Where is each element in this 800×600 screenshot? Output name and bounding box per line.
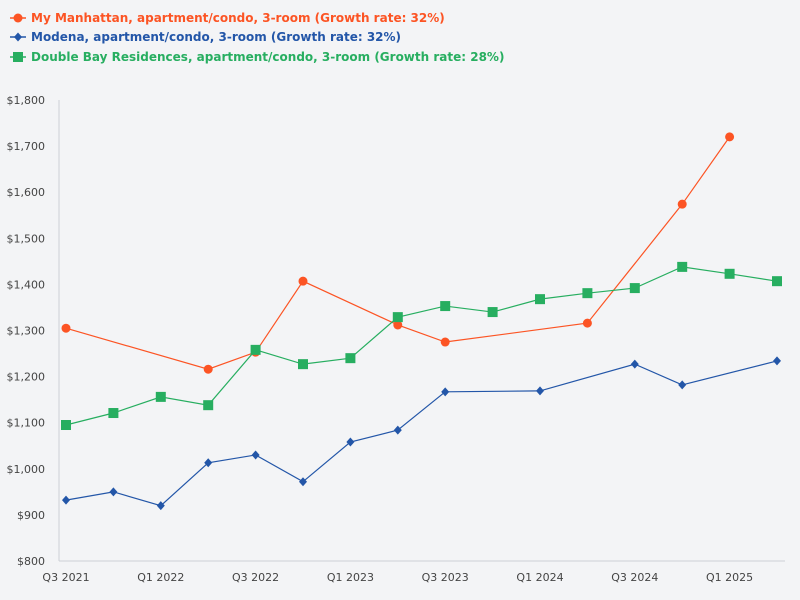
data-point[interactable] bbox=[487, 307, 498, 318]
x-tick-label: Q3 2023 bbox=[422, 571, 469, 584]
x-tick-label: Q3 2022 bbox=[232, 571, 279, 584]
y-tick-label: $1,200 bbox=[7, 371, 46, 384]
legend-marker bbox=[13, 13, 23, 23]
data-point[interactable] bbox=[677, 261, 688, 272]
legend: My Manhattan, apartment/condo, 3-room (G… bbox=[10, 8, 504, 67]
data-point[interactable] bbox=[298, 359, 308, 370]
data-point[interactable] bbox=[392, 312, 403, 323]
legend-marker bbox=[14, 32, 22, 42]
legend-label: Modena, apartment/condo, 3-room (Growth … bbox=[31, 30, 402, 45]
x-tick-label: Q1 2023 bbox=[327, 571, 374, 584]
y-tick-label: $1,700 bbox=[7, 140, 46, 153]
data-point[interactable] bbox=[203, 364, 213, 374]
data-point[interactable] bbox=[62, 495, 70, 505]
y-tick-label: $900 bbox=[17, 509, 45, 522]
data-point[interactable] bbox=[298, 276, 308, 286]
data-point[interactable] bbox=[773, 356, 781, 366]
data-point[interactable] bbox=[250, 344, 261, 355]
data-point[interactable] bbox=[772, 276, 782, 287]
y-tick-label: $800 bbox=[17, 555, 45, 568]
legend-marker bbox=[13, 51, 23, 62]
legend-item[interactable]: Modena, apartment/condo, 3-room (Growth … bbox=[10, 28, 504, 48]
data-point[interactable] bbox=[108, 408, 119, 419]
y-tick-label: $1,500 bbox=[7, 232, 46, 245]
data-point[interactable] bbox=[440, 301, 451, 312]
data-point[interactable] bbox=[440, 337, 450, 347]
series-2 bbox=[61, 261, 782, 431]
series-1 bbox=[62, 356, 781, 511]
data-point[interactable] bbox=[582, 318, 592, 328]
data-point[interactable] bbox=[109, 487, 118, 497]
legend-item[interactable]: My Manhattan, apartment/condo, 3-room (G… bbox=[10, 8, 504, 28]
x-tick-label: Q3 2024 bbox=[611, 571, 658, 584]
data-point[interactable] bbox=[725, 132, 735, 142]
data-point[interactable] bbox=[61, 420, 71, 431]
x-tick-label: Q3 2021 bbox=[42, 571, 89, 584]
y-tick-label: $1,400 bbox=[7, 278, 46, 291]
circle-marker-icon bbox=[10, 13, 26, 23]
data-point[interactable] bbox=[535, 294, 545, 305]
series-line bbox=[65, 360, 778, 507]
data-point[interactable] bbox=[724, 268, 735, 279]
series-line bbox=[65, 266, 778, 426]
data-point[interactable] bbox=[251, 450, 260, 460]
data-point[interactable] bbox=[61, 323, 71, 333]
y-tick-label: $1,100 bbox=[7, 417, 46, 430]
data-point[interactable] bbox=[582, 288, 593, 299]
legend-label: Double Bay Residences, apartment/condo, … bbox=[31, 49, 505, 64]
series-0 bbox=[61, 132, 735, 374]
data-point[interactable] bbox=[630, 359, 639, 369]
data-point[interactable] bbox=[677, 199, 687, 209]
data-point[interactable] bbox=[441, 387, 450, 397]
data-point[interactable] bbox=[204, 458, 213, 468]
legend-label: My Manhattan, apartment/condo, 3-room (G… bbox=[31, 10, 445, 25]
x-tick-label: Q1 2024 bbox=[516, 571, 563, 584]
data-point[interactable] bbox=[393, 425, 402, 435]
data-point[interactable] bbox=[203, 400, 214, 411]
y-tick-label: $1,800 bbox=[7, 94, 46, 107]
data-point[interactable] bbox=[156, 501, 165, 511]
x-tick-label: Q1 2025 bbox=[706, 571, 753, 584]
data-point[interactable] bbox=[536, 386, 544, 396]
legend-item[interactable]: Double Bay Residences, apartment/condo, … bbox=[10, 47, 504, 67]
series-line bbox=[65, 136, 731, 370]
square-marker-icon bbox=[10, 51, 26, 62]
data-point[interactable] bbox=[345, 353, 356, 364]
data-point[interactable] bbox=[678, 380, 687, 390]
x-tick-label: Q1 2022 bbox=[137, 571, 184, 584]
diamond-marker-icon bbox=[10, 32, 26, 42]
y-tick-label: $1,600 bbox=[7, 186, 46, 199]
data-point[interactable] bbox=[155, 391, 166, 402]
data-point[interactable] bbox=[346, 437, 355, 447]
data-point[interactable] bbox=[299, 477, 307, 487]
data-point[interactable] bbox=[629, 283, 640, 294]
data-point[interactable] bbox=[393, 320, 403, 330]
y-tick-label: $1,000 bbox=[7, 463, 46, 476]
y-tick-label: $1,300 bbox=[7, 325, 46, 338]
